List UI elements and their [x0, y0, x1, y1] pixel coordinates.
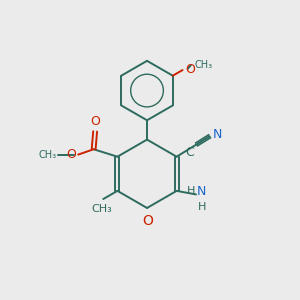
- Text: CH₃: CH₃: [194, 60, 212, 70]
- Text: H: H: [198, 202, 206, 212]
- Text: O: O: [91, 115, 100, 128]
- Text: C: C: [186, 146, 194, 159]
- Text: N: N: [196, 185, 206, 198]
- Text: CH₃: CH₃: [92, 204, 112, 214]
- Text: CH₃: CH₃: [38, 150, 56, 160]
- Text: O: O: [142, 214, 153, 229]
- Text: O: O: [185, 63, 195, 76]
- Text: H: H: [186, 187, 195, 196]
- Text: O: O: [66, 148, 76, 160]
- Text: N: N: [213, 128, 223, 141]
